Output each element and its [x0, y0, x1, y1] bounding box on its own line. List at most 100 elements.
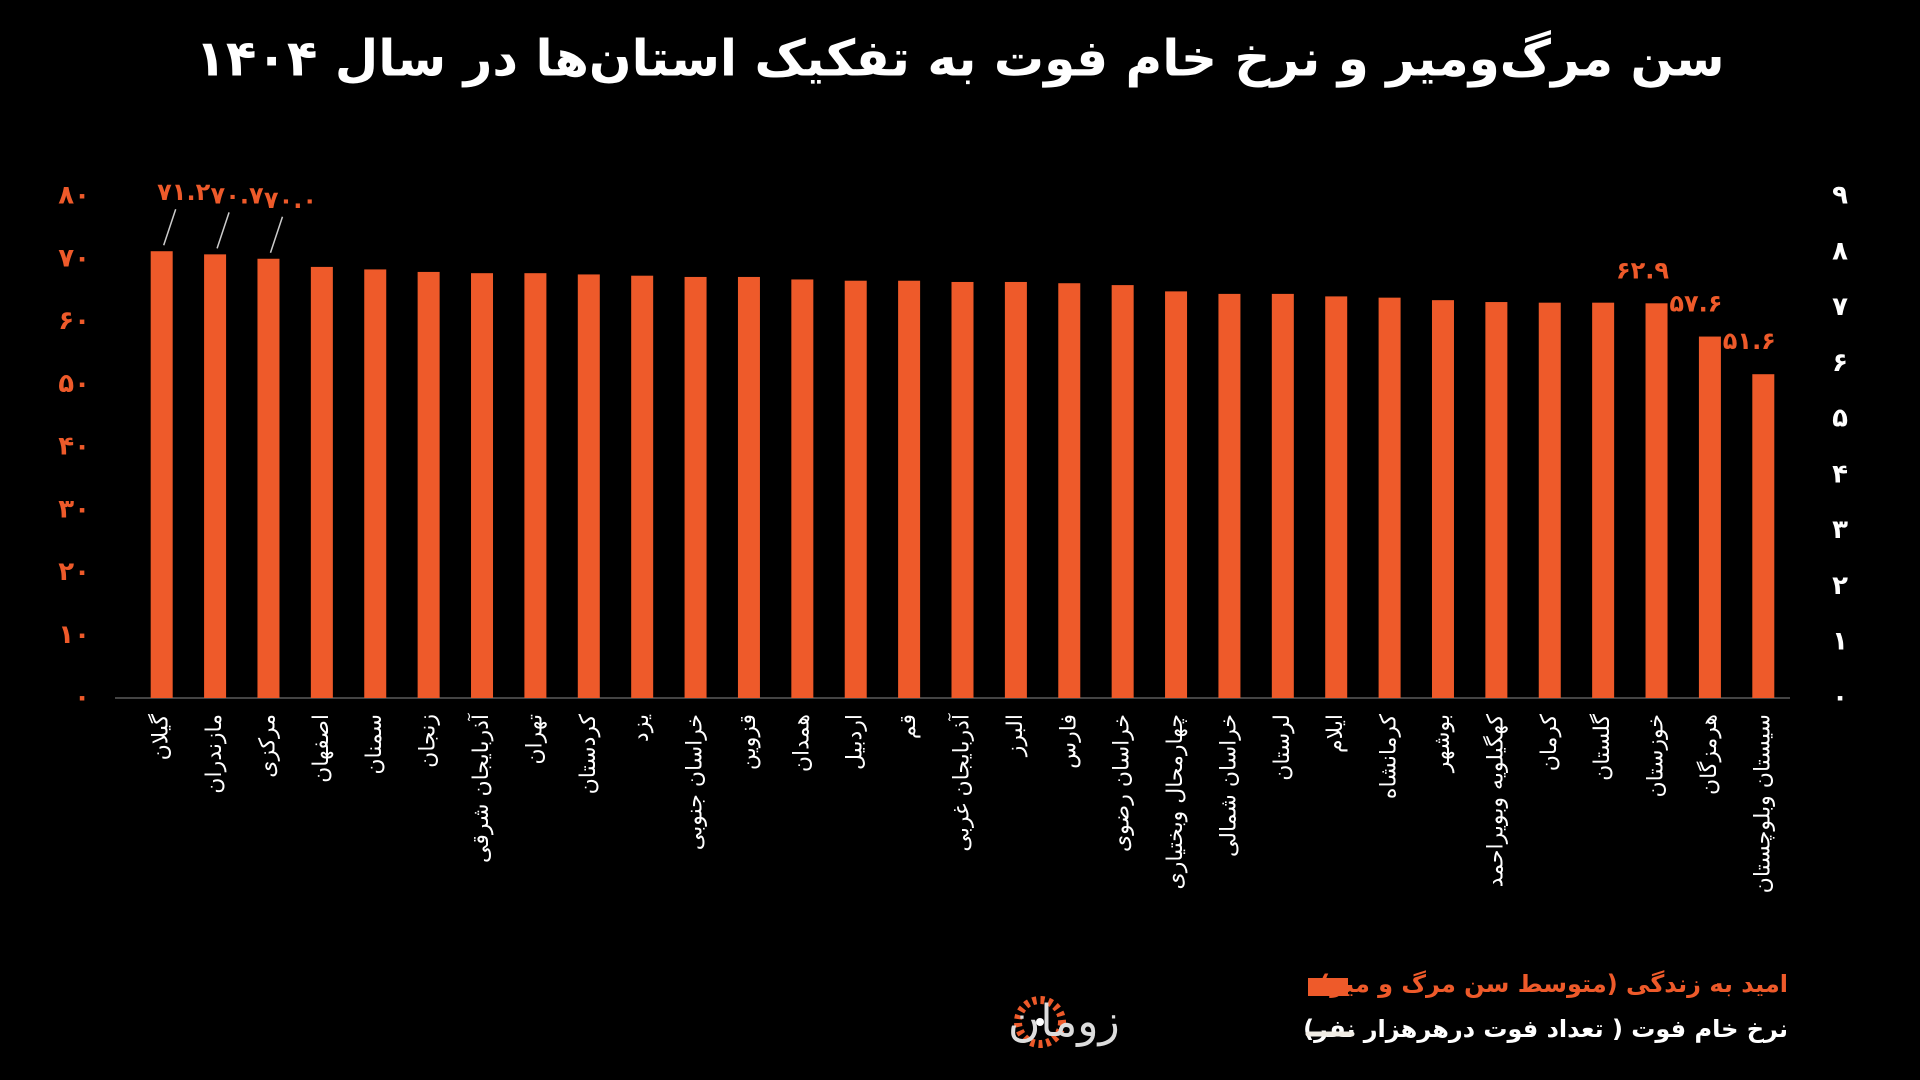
y2-tick-label: ۶: [1832, 348, 1848, 378]
bar: [1538, 302, 1561, 698]
value-label: ۶۲.۹: [1616, 256, 1669, 284]
x-tick-label: سیستان وبلوچستان: [1750, 714, 1775, 893]
bar: [951, 281, 974, 698]
bar: [898, 280, 921, 698]
x-tick-label: همدان: [789, 714, 814, 772]
x-tick-label: آذربایجان شرقی: [467, 713, 494, 863]
y-tick-label: ۲۰: [58, 557, 90, 587]
x-tick-label: کرمان: [1537, 713, 1562, 771]
x-tick-label: کهگیلویه وبویراحمد: [1482, 713, 1508, 887]
x-tick-label: هرمزگان: [1696, 714, 1722, 795]
bar: [310, 266, 333, 698]
bar: [364, 269, 387, 698]
x-tick-label: خوزستان: [1644, 714, 1669, 798]
x-tick-label: اصفهان: [309, 714, 334, 783]
logo-dot: [1036, 1018, 1044, 1026]
y-tick-label: ۱۰: [58, 620, 90, 650]
legend-swatch: [1308, 978, 1348, 996]
bar: [150, 251, 173, 698]
y2-tick-label: ۴: [1832, 459, 1848, 489]
bar: [1111, 285, 1134, 698]
x-tick-label: بوشهر: [1430, 714, 1455, 773]
y2-tick-label: ۹: [1832, 181, 1848, 211]
y-tick-label: ۶۰: [58, 306, 90, 336]
value-label: ۷۰.۷: [211, 181, 264, 209]
value-label: ۵۷.۶: [1669, 290, 1722, 318]
y-tick-label: ۳۰: [58, 494, 90, 524]
x-tick-label: تهران: [522, 714, 547, 765]
bar: [1592, 302, 1615, 698]
x-tick-label: چهارمحال وبختیاری: [1163, 714, 1188, 890]
bar: [1485, 302, 1508, 698]
bar: [1218, 293, 1241, 698]
y2-tick-label: ۰: [1832, 683, 1848, 713]
bar: [1058, 283, 1081, 698]
bar: [737, 276, 760, 698]
x-tick-label: لرستان: [1270, 714, 1295, 781]
bar: [204, 254, 227, 699]
y-tick-label: ۸۰: [58, 181, 90, 211]
x-tick-label: خراسان شمالی: [1216, 714, 1241, 857]
leader-line: [162, 208, 177, 246]
bar: [471, 273, 494, 698]
logo-icon: [1014, 996, 1066, 1048]
y-tick-label: ۵۰: [58, 369, 90, 399]
x-tick-label: آذربایجان غربی: [948, 713, 975, 852]
bar: [1004, 281, 1027, 698]
y2-tick-label: ۲: [1832, 571, 1848, 601]
y2-tick-label: ۷: [1832, 292, 1848, 322]
bar: [1165, 291, 1188, 698]
bar: [791, 279, 814, 698]
x-tick-label: سمنان: [362, 714, 387, 775]
logo-text: زومان: [1008, 996, 1120, 1047]
value-label: ۷۰.۰: [264, 186, 317, 214]
bar: [1698, 336, 1721, 698]
bar: [1271, 293, 1294, 698]
bar: [1325, 296, 1348, 698]
x-tick-label: گلستان: [1589, 713, 1615, 780]
x-tick-label: مازندران: [202, 714, 227, 794]
y2-tick-label: ۵: [1832, 404, 1848, 434]
legend-label: نرخ خام فوت ( تعداد فوت درهرهزار نفر): [1303, 1015, 1788, 1043]
y-tick-label: ۴۰: [58, 432, 90, 462]
bar: [684, 276, 707, 698]
y2-tick-label: ۳: [1832, 515, 1848, 545]
x-tick-label: خراسان جنوبی: [683, 714, 708, 850]
y2-tick-label: ۸: [1832, 236, 1848, 266]
chart-title: سن مرگ‌ومیر و نرخ خام فوت به تفکیک استان…: [195, 30, 1724, 89]
x-tick-label: قزوین: [736, 714, 761, 770]
logo: زومان: [1008, 996, 1120, 1048]
bar: [577, 274, 600, 698]
value-label: ۵۱.۶: [1723, 327, 1776, 355]
x-tick-label: اردبیل: [843, 714, 868, 770]
bar: [631, 275, 654, 698]
legend-label: امید به زندگی (متوسط سن مرگ و میر): [1319, 970, 1788, 998]
x-tick-label: کردستان: [576, 713, 601, 794]
x-tick-label: فارس: [1056, 714, 1081, 769]
value-label: ۷۱.۲: [157, 178, 210, 206]
bar: [1645, 303, 1668, 698]
y2-tick-label: ۱: [1832, 627, 1848, 657]
x-tick-label: زنجان: [416, 714, 441, 768]
bar: [524, 273, 547, 698]
leader-line: [216, 212, 230, 249]
bar: [417, 271, 440, 698]
x-tick-label: کرمانشاه: [1377, 713, 1402, 799]
x-tick-label: یزد: [629, 714, 654, 742]
x-tick-label: البرز: [1003, 714, 1028, 757]
x-tick-label: خراسان رضوی: [1110, 714, 1135, 852]
x-tick-label: مرکزی: [255, 714, 280, 778]
leader-line: [269, 216, 284, 253]
bar: [257, 258, 280, 698]
bar: [1752, 374, 1775, 698]
bar: [1431, 300, 1454, 698]
y-tick-label: ۷۰: [58, 243, 90, 273]
x-tick-label: قم: [896, 714, 921, 739]
bar: [1378, 297, 1401, 698]
bar: [844, 280, 867, 698]
x-tick-label: گیلان: [148, 713, 174, 760]
y-tick-label: ۰: [74, 683, 90, 713]
x-tick-label: ایلام: [1323, 714, 1348, 753]
